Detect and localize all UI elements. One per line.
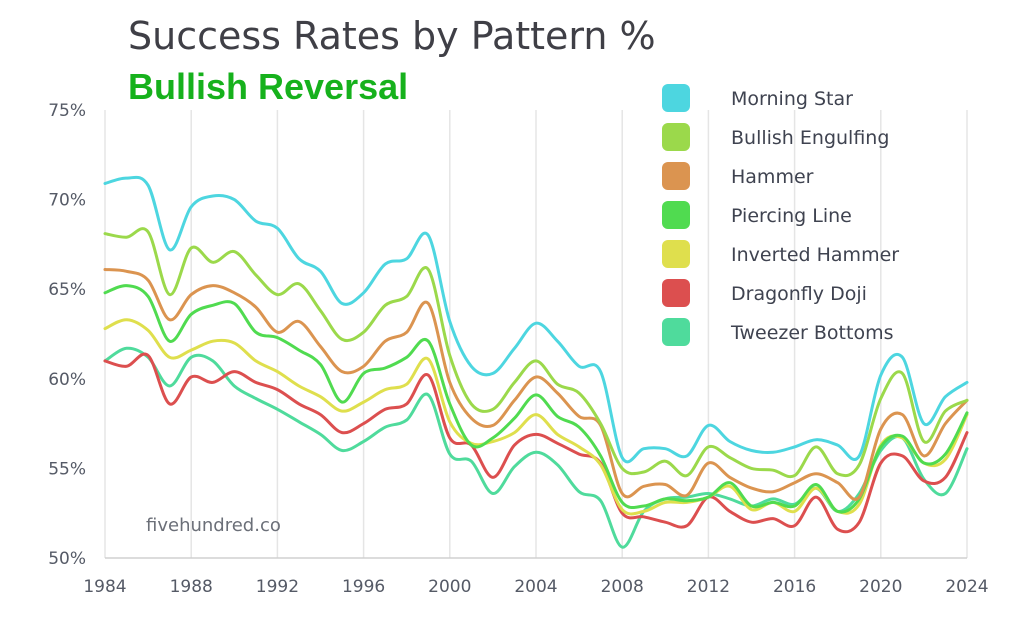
legend-label-tweezer-bottoms: Tweezer Bottoms xyxy=(730,322,893,344)
x-tick-label: 2020 xyxy=(859,577,902,597)
x-tick-label: 1992 xyxy=(256,577,299,597)
gridlines xyxy=(104,110,968,558)
legend: Morning Star Bullish Engulfing Hammer Pierc… xyxy=(662,84,899,346)
x-tick-label: 1988 xyxy=(170,577,213,597)
chart-subtitle: Bullish Reversal xyxy=(128,66,409,107)
y-tick-label: 75% xyxy=(48,101,86,121)
legend-label-bullish-engulfing: Bullish Engulfing xyxy=(731,127,889,149)
axes: 1984 1988 1992 1996 2000 2004 2008 2012 2016 2020… xyxy=(48,101,988,597)
legend-swatch-piercing-line xyxy=(662,201,690,229)
y-tick-label: 65% xyxy=(48,280,86,300)
x-tick-label: 2024 xyxy=(945,577,988,597)
x-tick-label: 2004 xyxy=(514,577,557,597)
legend-label-dragonfly-doji: Dragonfly Doji xyxy=(731,283,867,305)
legend-swatch-hammer xyxy=(662,162,690,190)
legend-label-inverted-hammer: Inverted Hammer xyxy=(731,244,899,266)
watermark: fivehundred.co xyxy=(146,515,281,536)
x-tick-label: 1984 xyxy=(83,577,126,597)
y-tick-label: 70% xyxy=(48,191,86,211)
legend-label-hammer: Hammer xyxy=(731,166,814,188)
series-line-morning-star xyxy=(103,175,969,464)
y-tick-label: 55% xyxy=(48,459,86,479)
x-tick-label: 1996 xyxy=(342,577,385,597)
legend-swatch-tweezer-bottoms xyxy=(662,318,690,346)
legend-swatch-morning-star xyxy=(662,84,690,112)
chart-title: Success Rates by Pattern % xyxy=(128,14,656,58)
series-line-bullish-engulfing xyxy=(103,227,969,479)
series-lines xyxy=(103,175,969,549)
x-tick-label: 2012 xyxy=(687,577,730,597)
x-tick-label: 2016 xyxy=(773,577,816,597)
series-line-piercing-line xyxy=(103,284,969,514)
legend-label-morning-star: Morning Star xyxy=(731,88,853,110)
legend-label-piercing-line: Piercing Line xyxy=(731,205,852,227)
legend-swatch-dragonfly-doji xyxy=(662,279,690,307)
series-line-dragonfly-doji xyxy=(103,352,969,534)
legend-swatch-bullish-engulfing xyxy=(662,123,690,151)
y-tick-label: 50% xyxy=(48,549,86,569)
x-tick-label: 2000 xyxy=(428,577,471,597)
y-tick-label: 60% xyxy=(48,370,86,390)
legend-swatch-inverted-hammer xyxy=(662,240,690,268)
x-tick-label: 2008 xyxy=(601,577,644,597)
series-line-hammer xyxy=(103,268,969,501)
